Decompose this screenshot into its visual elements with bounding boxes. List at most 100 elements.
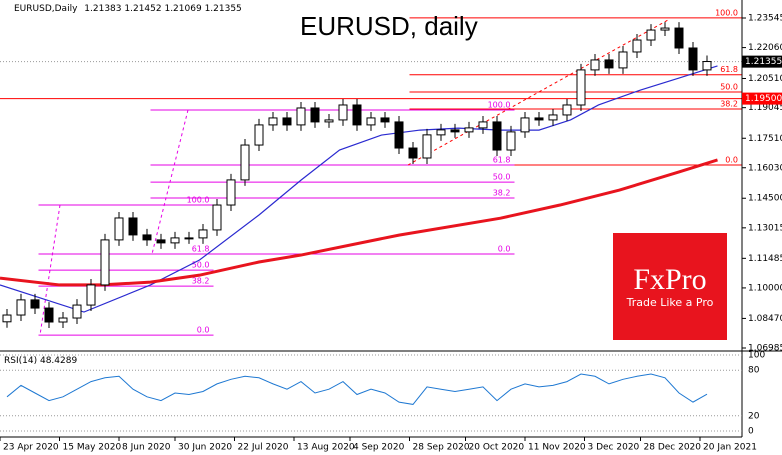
candle-body <box>282 117 292 126</box>
last-price-box <box>742 55 782 68</box>
candle-body <box>30 299 40 309</box>
fib-label: 38.2 <box>493 189 511 198</box>
rsi-label: RSI(14) <box>4 356 37 366</box>
brand-box <box>613 233 727 340</box>
candle-body <box>296 107 306 126</box>
candle-body <box>408 147 418 159</box>
y-tick-label: 1.13015 <box>748 223 782 233</box>
high: 1.21452 <box>124 4 161 14</box>
y-tick-label: 1.22060 <box>748 43 782 53</box>
x-tick-label: 3 Dec 2020 <box>588 443 640 453</box>
y-tick-label: 1.17510 <box>748 134 782 144</box>
candle-body <box>534 117 544 121</box>
x-tick-label: 13 Aug 2020 <box>297 443 355 453</box>
fib-label: 61.8 <box>493 155 511 164</box>
candle-body <box>702 61 712 71</box>
chart-title: EURUSD, daily <box>300 11 478 41</box>
x-tick-label: 8 Jun 2020 <box>122 443 171 453</box>
candle-body <box>310 107 320 123</box>
y-tick-label: 1.06985 <box>748 344 782 354</box>
candle-body <box>198 229 208 239</box>
candle-body <box>170 237 180 244</box>
x-tick-label: 11 Nov 2020 <box>528 443 586 453</box>
rsi-line <box>6 373 708 405</box>
fib-label: 61.8 <box>720 65 738 74</box>
fib-label: 38.2 <box>720 99 738 108</box>
x-tick-label: 20 Jan 2021 <box>703 443 757 453</box>
candle-body <box>632 39 642 53</box>
close: 1.21355 <box>205 4 242 14</box>
candle-body <box>674 27 684 49</box>
moving-average <box>0 65 718 313</box>
candle-body <box>618 51 628 69</box>
candle-body <box>128 217 138 236</box>
fib-label: 100.0 <box>488 100 511 109</box>
y-tick-label: 1.20510 <box>748 74 782 84</box>
fib-label: 50.0 <box>192 261 210 270</box>
candle-body <box>100 239 110 286</box>
x-tick-label: 22 Jul 2020 <box>238 443 289 453</box>
x-tick-label: 28 Dec 2020 <box>644 443 702 453</box>
fib-label: 0.0 <box>498 245 511 254</box>
candle-body <box>576 69 586 106</box>
x-tick-label: 30 Jun 2020 <box>178 443 232 453</box>
candle-body <box>464 127 474 133</box>
fib-label: 61.8 <box>192 245 210 254</box>
candle-body <box>492 121 502 151</box>
x-tick-label: 15 May 2020 <box>63 443 122 453</box>
symbol: EURUSD,Daily <box>14 4 78 14</box>
candle-body <box>114 217 124 241</box>
candle-body <box>324 119 334 123</box>
candle-body <box>394 121 404 149</box>
candle-body <box>380 117 390 123</box>
fib-label: 0.0 <box>197 326 210 335</box>
trend-line <box>151 109 189 255</box>
candle-body <box>352 104 362 126</box>
y-tick-label: 1.14500 <box>748 194 782 204</box>
last-price-label: 1.21355 <box>745 57 782 67</box>
candle-body <box>450 129 460 133</box>
x-tick-label: 23 Apr 2020 <box>3 443 59 453</box>
rsi-tick-label: 20 <box>748 411 760 421</box>
fib-label: 38.2 <box>192 277 210 286</box>
fib-label: 0.0 <box>725 155 738 164</box>
rsi-header: RSI(14) 48.4289 <box>4 356 77 366</box>
brand-slogan: Trade Like a Pro <box>626 296 714 309</box>
y-tick-label: 1.10000 <box>748 283 782 293</box>
candle-body <box>604 59 614 69</box>
candle-body <box>240 144 250 181</box>
rsi-tick-label: 80 <box>748 366 760 376</box>
candle-body <box>268 117 278 126</box>
low: 1.21069 <box>164 4 201 14</box>
candle-body <box>436 129 446 136</box>
candle-body <box>688 47 698 71</box>
candle-body <box>72 304 82 319</box>
candle-body <box>254 124 264 146</box>
y-tick-label: 1.08470 <box>748 314 782 324</box>
under-layer: 100.0 61.8 50.0 38.2 0.0 100.0 61.8 50.0 38.2 0.0… <box>0 8 742 336</box>
fib-label: 50.0 <box>720 83 738 92</box>
candle-body <box>2 314 12 323</box>
open: 1.21383 <box>84 4 121 14</box>
rsi-value: 48.4289 <box>40 356 77 366</box>
x-tick-label: 4 Sep 2020 <box>353 443 405 453</box>
candle-body <box>226 179 236 206</box>
trend-line <box>407 19 669 166</box>
candle-body <box>422 134 432 159</box>
header: EURUSD,Daily 1.21383 1.21452 1.21069 1.2… <box>14 4 242 14</box>
candle-body <box>338 104 348 121</box>
candle-body <box>184 237 194 240</box>
brand-name: FxPro <box>633 263 706 296</box>
candle-body <box>590 59 600 71</box>
candle-body <box>506 131 516 151</box>
candle-body <box>660 27 670 31</box>
candle-body <box>44 307 54 323</box>
rsi-tick-label: 100 <box>748 351 765 361</box>
candle-body <box>212 204 222 231</box>
candle-body <box>142 234 152 241</box>
fib-label: 50.0 <box>493 173 511 182</box>
trend-line <box>39 204 61 336</box>
level-label: 1.19500 <box>745 94 782 104</box>
candle-body <box>366 117 376 126</box>
